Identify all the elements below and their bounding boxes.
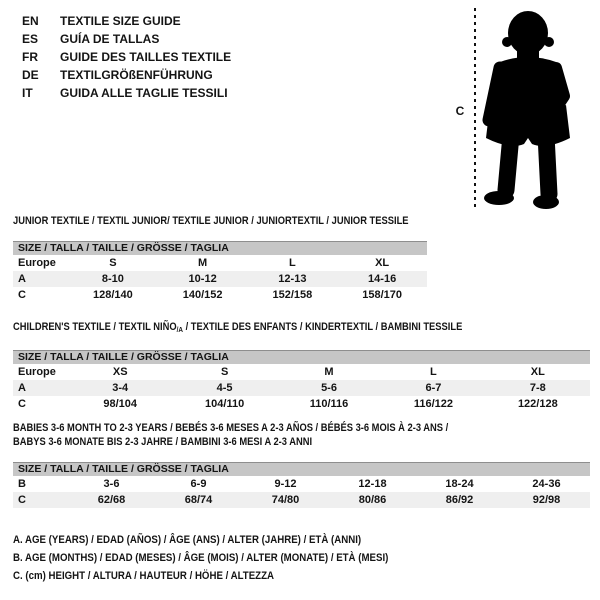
row-label: Europe bbox=[18, 366, 56, 378]
section-childrens-textile: CHILDREN'S TEXTILE / TEXTIL NIÑO/A / TEX… bbox=[13, 320, 590, 412]
table-cell: 128/140 bbox=[92, 289, 133, 301]
table-cell: 74/80 bbox=[271, 494, 300, 506]
section-title-line: BABYS 3-6 MONATE BIS 2-3 JAHRE / BAMBINI… bbox=[13, 435, 503, 449]
row-label: B bbox=[18, 478, 26, 490]
table-cell: S bbox=[109, 257, 117, 269]
section-title: CHILDREN'S TEXTILE / TEXTIL NIÑO/A / TEX… bbox=[13, 320, 590, 337]
title-text: CHILDREN'S TEXTILE / TEXTIL NIÑO bbox=[13, 321, 177, 333]
section-junior-textile: JUNIOR TEXTILE / TEXTIL JUNIOR/ TEXTILE … bbox=[13, 214, 427, 303]
table-cell: M bbox=[324, 366, 334, 378]
table-cell: 92/98 bbox=[532, 494, 561, 506]
table-cell: 140/152 bbox=[182, 289, 223, 301]
language-label: GUÍA DE TALLAS bbox=[60, 32, 160, 46]
size-header-bar: SIZE / TALLA / TAILLE / GRÖSSE / TAGLIA bbox=[13, 350, 590, 364]
language-row: ES GUÍA DE TALLAS bbox=[22, 30, 231, 48]
table-row: B 3-6 6-9 9-12 12-18 18-24 24-36 bbox=[13, 476, 590, 492]
language-code: IT bbox=[22, 86, 33, 100]
table-cell: 104/110 bbox=[205, 398, 245, 410]
title-text: JUNIOR TEXTILE / TEXTIL JUNIOR/ TEXTILE … bbox=[13, 215, 409, 227]
table-cell: 152/158 bbox=[272, 289, 313, 301]
row-label: C bbox=[18, 398, 26, 410]
title-subscript: /A bbox=[176, 325, 183, 334]
table-cell: 6-7 bbox=[425, 382, 442, 394]
legend-line: A. AGE (YEARS) / EDAD (AÑOS) / ÂGE (ANS)… bbox=[13, 534, 362, 546]
table-cell: 14-16 bbox=[368, 273, 397, 285]
language-label: GUIDE DES TAILLES TEXTILE bbox=[60, 50, 232, 64]
row-label: A bbox=[18, 273, 26, 285]
table-cell: XL bbox=[530, 366, 545, 378]
language-row: FR GUIDE DES TAILLES TEXTILE bbox=[22, 48, 231, 66]
row-label: A bbox=[18, 382, 26, 394]
table-cell: 68/74 bbox=[184, 494, 213, 506]
table-row: C 62/68 68/74 74/80 80/86 86/92 92/98 bbox=[13, 492, 590, 508]
table-cell: M bbox=[198, 257, 208, 269]
table-row: A 3-4 4-5 5-6 6-7 7-8 bbox=[13, 380, 590, 396]
language-label: TEXTILGRÖßENFÜHRUNG bbox=[60, 68, 213, 82]
table-cell: 5-6 bbox=[321, 382, 337, 394]
section-title: BABIES 3-6 MONTH TO 2-3 YEARS / BEBÉS 3-… bbox=[13, 421, 590, 449]
legend-line: B. AGE (MONTHS) / EDAD (MESES) / ÂGE (MO… bbox=[13, 552, 389, 564]
language-label: TEXTILE SIZE GUIDE bbox=[60, 14, 181, 28]
language-code: DE bbox=[22, 68, 39, 82]
section-title: JUNIOR TEXTILE / TEXTIL JUNIOR/ TEXTILE … bbox=[13, 214, 427, 228]
table-cell: 3-4 bbox=[112, 382, 129, 394]
section-title-line: JUNIOR TEXTILE / TEXTIL JUNIOR/ TEXTILE … bbox=[13, 214, 409, 228]
baby-silhouette-figure bbox=[474, 8, 570, 209]
height-measure-label: C bbox=[455, 104, 465, 118]
title-text: BABYS 3-6 MONATE BIS 2-3 JAHRE / BAMBINI… bbox=[13, 436, 313, 448]
section-title-line: CHILDREN'S TEXTILE / TEXTIL NIÑO/A / TEX… bbox=[13, 320, 503, 337]
language-row: EN TEXTILE SIZE GUIDE bbox=[22, 12, 231, 30]
table-cell: L bbox=[289, 257, 296, 269]
table-cell: 6-9 bbox=[190, 478, 207, 490]
size-header-bar: SIZE / TALLA / TAILLE / GRÖSSE / TAGLIA bbox=[13, 241, 427, 255]
table-cell: 12-18 bbox=[358, 478, 387, 490]
table-row: C 98/104 104/110 110/116 116/122 122/128 bbox=[13, 396, 590, 412]
title-text: BABIES 3-6 MONTH TO 2-3 YEARS / BEBÉS 3-… bbox=[13, 422, 449, 434]
table-row: Europe S M L XL bbox=[13, 255, 427, 271]
row-label: C bbox=[18, 289, 26, 301]
table-row: C 128/140 140/152 152/158 158/170 bbox=[13, 287, 427, 303]
table-cell: 7-8 bbox=[529, 382, 546, 394]
language-code: FR bbox=[22, 50, 38, 64]
table-cell: 158/170 bbox=[362, 289, 402, 301]
table-cell: 98/104 bbox=[103, 398, 138, 410]
table-row: Europe XS S M L XL bbox=[13, 364, 590, 380]
table-cell: 18-24 bbox=[445, 478, 474, 490]
row-label: C bbox=[18, 494, 26, 506]
language-row: IT GUIDA ALLE TAGLIE TESSILI bbox=[22, 84, 231, 102]
table-cell: L bbox=[430, 366, 437, 378]
table-cell: 86/92 bbox=[445, 494, 474, 506]
table-cell: 110/116 bbox=[309, 398, 349, 410]
row-label: Europe bbox=[18, 257, 56, 269]
size-header-bar: SIZE / TALLA / TAILLE / GRÖSSE / TAGLIA bbox=[13, 462, 590, 476]
language-row: DE TEXTILGRÖßENFÜHRUNG bbox=[22, 66, 231, 84]
table-cell: 4-5 bbox=[216, 382, 233, 394]
language-list: EN TEXTILE SIZE GUIDE ES GUÍA DE TALLAS FR GU… bbox=[22, 12, 231, 102]
language-code: ES bbox=[22, 32, 39, 46]
table-cell: 9-12 bbox=[274, 478, 297, 490]
table-cell: 122/128 bbox=[517, 398, 558, 410]
language-code: EN bbox=[22, 14, 39, 28]
table-cell: 3-6 bbox=[103, 478, 120, 490]
measure-legend: A. AGE (YEARS) / EDAD (AÑOS) / ÂGE (ANS)… bbox=[13, 531, 440, 585]
table-cell: 10-12 bbox=[188, 273, 217, 285]
legend-line: C. (cm) HEIGHT / ALTURA / HAUTEUR / HÖHE… bbox=[13, 570, 275, 582]
table-cell: XS bbox=[112, 366, 128, 378]
toddler-silhouette-icon bbox=[482, 11, 570, 209]
table-cell: S bbox=[220, 366, 229, 378]
section-title-line: BABIES 3-6 MONTH TO 2-3 YEARS / BEBÉS 3-… bbox=[13, 421, 503, 435]
table-cell: 80/86 bbox=[358, 494, 387, 506]
table-row: A 8-10 10-12 12-13 14-16 bbox=[13, 271, 427, 287]
table-cell: 116/122 bbox=[413, 398, 453, 410]
title-text: / TEXTILE DES ENFANTS / KINDERTEXTIL / B… bbox=[182, 321, 463, 333]
table-cell: 8-10 bbox=[101, 273, 124, 285]
section-babies-textile: BABIES 3-6 MONTH TO 2-3 YEARS / BEBÉS 3-… bbox=[13, 421, 590, 508]
table-cell: XL bbox=[375, 257, 390, 269]
language-label: GUIDA ALLE TAGLIE TESSILI bbox=[60, 86, 228, 100]
table-cell: 12-13 bbox=[278, 273, 307, 285]
table-cell: 62/68 bbox=[97, 494, 126, 506]
table-cell: 24-36 bbox=[532, 478, 561, 490]
